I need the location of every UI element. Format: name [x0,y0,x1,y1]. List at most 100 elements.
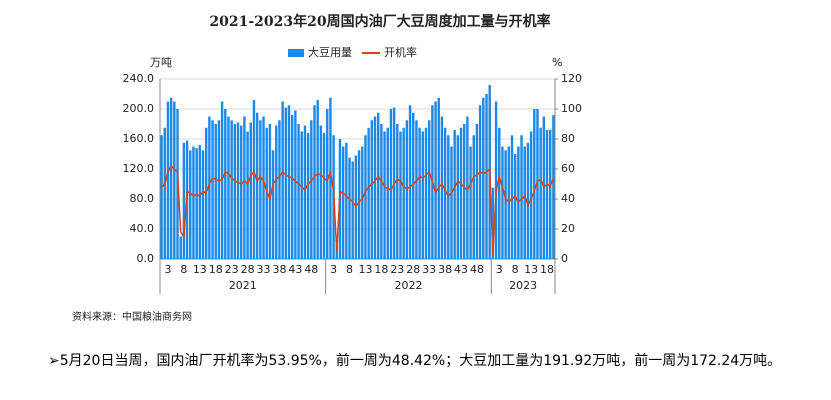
bar [447,135,450,259]
bar [230,120,233,259]
x-tick-label: 8 [180,263,187,276]
x-tick-label: 33 [422,263,436,276]
bar [412,112,415,259]
bar [351,161,354,259]
bar [498,127,501,259]
bar [246,131,249,259]
bar [201,150,205,259]
bar [329,97,332,259]
bar [466,116,469,259]
y2-tick-label: 60 [561,162,575,175]
bar [300,131,303,259]
bar [160,135,163,259]
bar [322,133,326,259]
y-tick-label: 0.0 [137,252,155,265]
bar [255,112,259,259]
x-tick-label: 38 [438,263,452,276]
bar [526,142,530,259]
bar [227,116,230,259]
bar [182,142,186,259]
bar [278,120,281,259]
bar [469,146,472,259]
bar [192,146,195,259]
y2-tick-label: 120 [561,72,582,85]
bar [440,116,444,259]
x-tick-label: 23 [390,263,404,276]
y-tick-label: 160.0 [123,132,155,145]
bar [434,101,437,259]
y-tick-label: 200.0 [123,102,155,115]
bar [211,120,214,259]
bar [313,105,316,259]
bar [319,125,323,259]
bar [290,115,294,259]
bar [437,97,440,259]
bar [475,124,479,259]
bar [224,109,227,259]
bar [402,127,405,259]
bar [303,125,307,259]
group-label: 2023 [509,279,537,292]
bar [396,124,399,259]
bar [533,109,536,259]
bar [549,129,552,259]
bar [243,116,246,259]
legend-swatch [288,49,304,57]
bar [357,150,361,259]
x-tick-label: 8 [346,263,353,276]
y2-tick-label: 100 [561,102,582,115]
bar [310,120,313,259]
bar [361,146,364,259]
bar [297,124,300,259]
bar [450,146,453,259]
bar [348,157,351,259]
bar [536,109,539,259]
y-tick-label: 240.0 [123,72,155,85]
x-tick-label: 3 [330,263,337,276]
bar [408,105,412,259]
bar [383,131,386,259]
bar [485,94,488,259]
y2-tick-label: 40 [561,192,575,205]
bar [504,150,507,259]
bar [173,101,176,259]
bar [163,127,166,259]
group-label: 2022 [394,279,422,292]
x-tick-label: 28 [406,263,420,276]
bar [510,135,514,259]
y2-axis-label: % [552,56,562,69]
bar [376,112,380,259]
chart: 2021-2023年20周国内油厂大豆周度加工量与开机率 大豆用量 开机率 万吨… [72,13,582,323]
bar [214,124,217,259]
bar [539,127,542,259]
bar [240,125,243,259]
bar [380,124,383,259]
bar [316,100,319,259]
bar [545,130,549,259]
line [161,164,555,257]
x-tick-label: 23 [225,263,239,276]
bar [252,100,256,259]
x-tick-label: 33 [257,263,271,276]
bar [271,150,275,259]
bar [364,135,367,259]
bar [463,124,466,259]
x-tick-label: 48 [304,263,318,276]
bar [478,105,482,259]
bar [427,120,431,259]
bar [373,116,377,259]
bar [326,109,329,259]
bar [233,124,237,259]
bar [459,127,463,259]
x-tick-label: 28 [241,263,255,276]
y2-tick-label: 80 [561,132,575,145]
y2-tick-label: 20 [561,222,575,235]
x-tick-label: 18 [374,263,388,276]
bar [415,120,418,259]
x-tick-label: 8 [512,263,519,276]
bar [456,135,460,259]
y-tick-label: 120.0 [123,162,155,175]
bar [523,146,526,259]
bar [262,116,265,259]
